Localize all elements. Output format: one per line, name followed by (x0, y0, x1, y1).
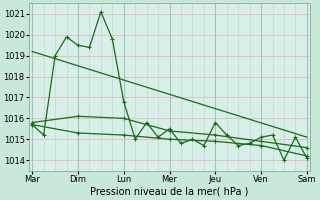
X-axis label: Pression niveau de la mer( hPa ): Pression niveau de la mer( hPa ) (90, 187, 249, 197)
